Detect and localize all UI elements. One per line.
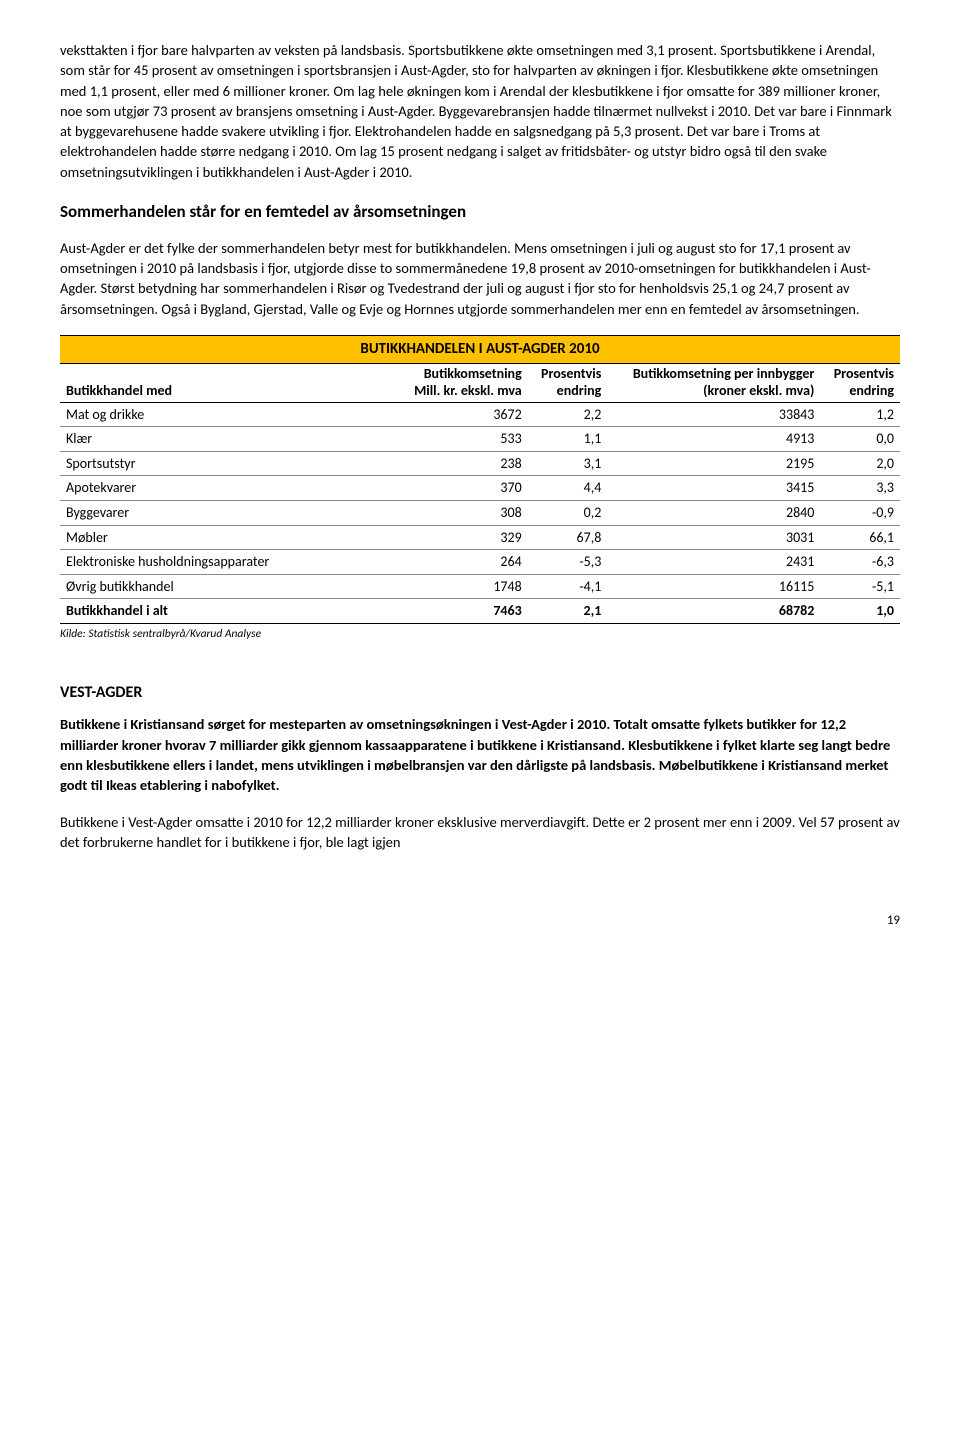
th-turnover: Butikkomsetning Mill. kr. ekskl. mva	[396, 364, 528, 403]
table-row: Elektroniske husholdningsapparater264-5,…	[60, 550, 900, 575]
page-number: 19	[60, 912, 900, 930]
th-pct1: Prosentvis endring	[528, 364, 608, 403]
table-row: Apotekvarer3704,434153,3	[60, 476, 900, 501]
table-row: Øvrig butikkhandel1748-4,116115-5,1	[60, 574, 900, 599]
table-row: Mat og drikke36722,2338431,2	[60, 402, 900, 427]
th-percap: Butikkomsetning per innbygger (kroner ek…	[607, 364, 820, 403]
paragraph-intro: veksttakten i fjor bare halvparten av ve…	[60, 40, 900, 182]
paragraph-summer: Aust-Agder er det fylke der sommerhandel…	[60, 238, 900, 319]
section-vest-agder: VEST-AGDER	[60, 682, 900, 704]
paragraph-vest-lead: Butikkene i Kristiansand sørget for mest…	[60, 714, 900, 795]
table-row: Møbler32967,8303166,1	[60, 525, 900, 550]
table-title: BUTIKKHANDELEN I AUST-AGDER 2010	[60, 336, 900, 364]
th-pct2: Prosentvis endring	[820, 364, 900, 403]
retail-table: BUTIKKHANDELEN I AUST-AGDER 2010 Butikkh…	[60, 335, 900, 624]
subheading-summer: Sommerhandelen står for en femtedel av å…	[60, 200, 900, 224]
table-row: Sportsutstyr2383,121952,0	[60, 451, 900, 476]
th-category: Butikkhandel med	[60, 364, 396, 403]
table-row: Klær5331,149130,0	[60, 427, 900, 452]
table-row: Byggevarer3080,22840-0,9	[60, 501, 900, 526]
table-source: Kilde: Statistisk sentralbyrå/Kvarud Ana…	[60, 626, 900, 642]
table-row: Butikkhandel i alt74632,1687821,0	[60, 599, 900, 624]
paragraph-vest-body: Butikkene i Vest-Agder omsatte i 2010 fo…	[60, 812, 900, 853]
